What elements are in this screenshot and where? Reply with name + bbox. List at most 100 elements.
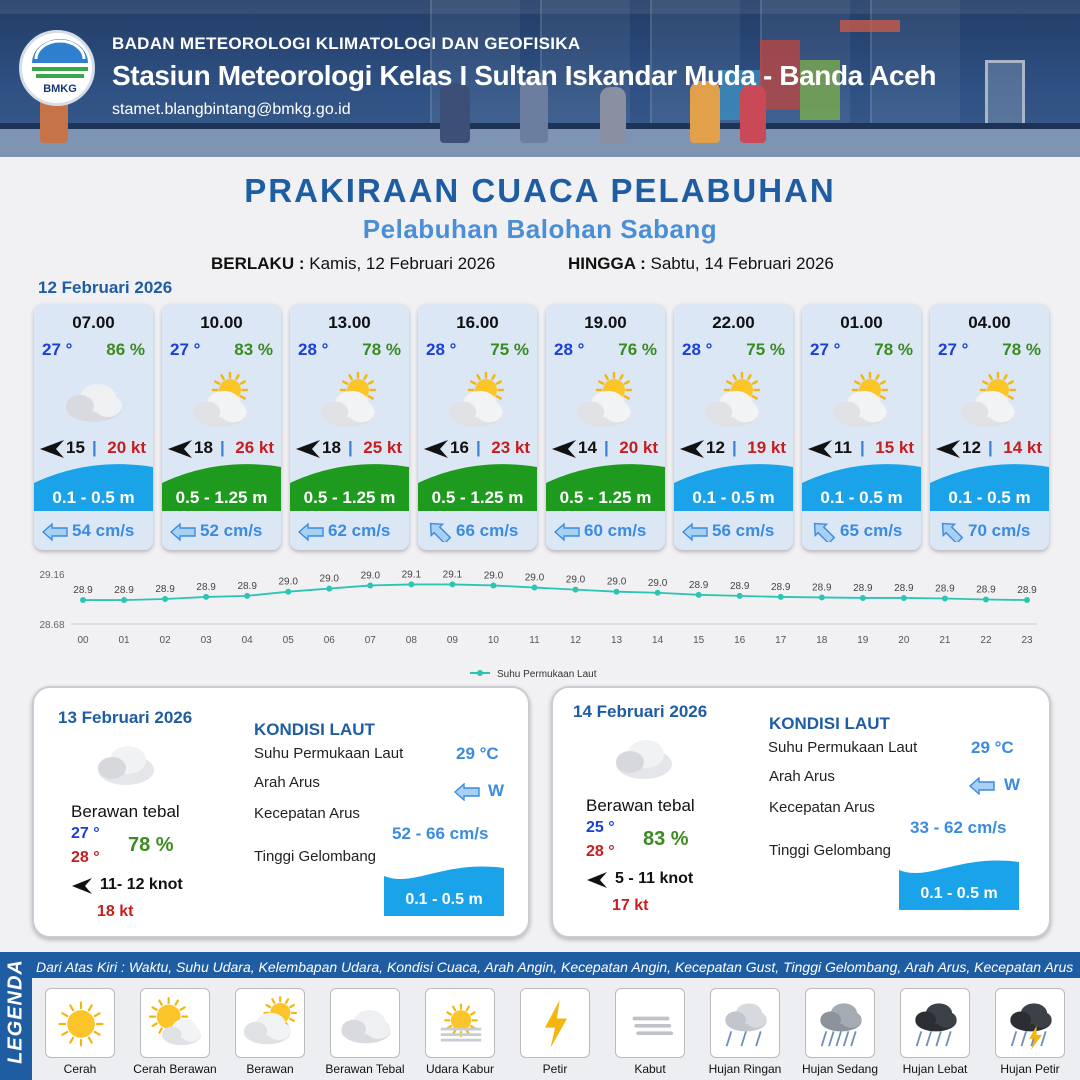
gust-speed: 23 kt <box>491 438 530 457</box>
forecast-card: 16.00 28 ° 75 % 16 | 23 kt 0.5 - 1.25 m … <box>418 304 537 550</box>
wind-speed: 18 <box>194 438 213 457</box>
forecast-card: 04.00 27 ° 78 % 12 | 14 kt 0.1 - 0.5 m 7… <box>930 304 1049 550</box>
wind-arrow-icon <box>168 440 192 458</box>
sst-data-label: 28.9 <box>155 584 175 595</box>
card-temp: 27 ° <box>42 340 73 359</box>
day2-date: 13 Februari 2026 <box>58 708 193 727</box>
card-time: 10.00 <box>200 313 243 332</box>
day3-condition: Berawan tebal <box>586 796 695 815</box>
gust-speed: 20 kt <box>619 438 658 457</box>
day2-dir: W <box>488 781 505 800</box>
current-speed: 54 cm/s <box>72 521 135 540</box>
card-wind: 12 | 19 kt <box>680 438 790 460</box>
wind-separator: | <box>348 438 353 457</box>
x-tick-label: 15 <box>693 635 705 646</box>
sst-data-label: 28.9 <box>196 582 216 593</box>
x-tick-label: 11 <box>529 635 540 646</box>
card-current: 52 cm/s <box>162 520 281 544</box>
x-tick-label: 22 <box>980 635 992 646</box>
station-name: Stasiun Meteorologi Kelas I Sultan Iskan… <box>112 60 937 91</box>
light-rain-icon <box>725 1003 767 1047</box>
sst-data-label: 29.0 <box>320 574 340 585</box>
current-arrow-icon <box>969 777 995 795</box>
wave-height: 0.5 - 1.25 m <box>303 488 396 507</box>
forecast-card: 10.00 27 ° 83 % 18 | 26 kt 0.5 - 1.25 m … <box>162 304 281 550</box>
validity-from: BERLAKU : Kamis, 12 Februari 2026 <box>211 254 495 274</box>
weather-icon <box>193 371 249 427</box>
card-wind: 14 | 20 kt <box>552 438 662 460</box>
legend-item <box>520 988 590 1058</box>
legend-description: Dari Atas Kiri : Waktu, Suhu Udara, Kele… <box>36 959 1074 975</box>
day3-date: 14 Februari 2026 <box>573 702 708 721</box>
sst-line <box>83 583 1028 601</box>
sst-point <box>531 584 538 591</box>
x-tick-label: 02 <box>160 635 172 646</box>
card-wind: 15 | 20 kt <box>40 438 150 460</box>
page-title: PRAKIRAAN CUACA PELABUHAN <box>244 172 836 209</box>
legend-item <box>45 988 115 1058</box>
card-humidity: 75 % <box>746 340 785 359</box>
sst-point <box>449 581 456 588</box>
legend-item-label: Hujan Ringan <box>708 1062 782 1076</box>
wind-speed: 11 <box>834 438 852 457</box>
day2-wave-label: Tinggi Gelombang <box>254 848 377 865</box>
day3-wave: 0.1 - 0.5 m <box>920 885 998 902</box>
sst-data-label: 28.9 <box>894 583 914 594</box>
day2-condition: Berawan tebal <box>71 802 180 821</box>
wind-speed: 14 <box>578 438 597 457</box>
sst-point <box>900 594 907 601</box>
y-tick-label: 29.16 <box>39 570 64 581</box>
sst-data-label: 28.9 <box>114 585 134 596</box>
day3-wind: 5 - 11 knot <box>615 870 694 887</box>
card-temp: 28 ° <box>426 340 457 359</box>
sst-data-label: 28.9 <box>771 582 791 593</box>
sst-chart: 29.16 28.68 28.9 00 28.9 01 28.9 02 28.9 03 28.9 04… <box>39 569 1037 680</box>
card-humidity: 76 % <box>618 340 657 359</box>
sst-data-label: 28.9 <box>730 581 750 592</box>
legend-item-label: Berawan Tebal <box>325 1062 405 1076</box>
legend-item-label: Cerah Berawan <box>133 1062 217 1076</box>
day2-humidity: 78 % <box>128 834 174 856</box>
validity-from-label: BERLAKU : <box>211 254 305 273</box>
card-time: 04.00 <box>968 313 1011 332</box>
heavy-rain-icon <box>915 1003 957 1047</box>
wave-shape <box>546 464 665 511</box>
sst-data-label: 28.9 <box>976 585 996 596</box>
x-tick-label: 23 <box>1021 635 1033 646</box>
x-tick-label: 00 <box>77 635 89 646</box>
logo-text: BMKG <box>43 83 77 95</box>
header-banner: BMKG BADAN METEOROLOGI KLIMATOLOGI DAN G… <box>0 0 1080 157</box>
wave-height: 0.1 - 0.5 m <box>820 488 903 507</box>
legend: LEGENDA Dari Atas Kiri : Waktu, Suhu Uda… <box>0 952 1080 1080</box>
forecast-card: 07.00 27 ° 86 % 15 | 20 kt 0.1 - 0.5 m 5… <box>34 304 153 550</box>
forecast-card: 19.00 28 ° 76 % 14 | 20 kt 0.5 - 1.25 m … <box>546 304 665 550</box>
station-email[interactable]: stamet.blangbintang@bmkg.go.id <box>112 101 351 118</box>
x-tick-label: 16 <box>734 635 746 646</box>
wind-speed: 15 <box>66 438 85 457</box>
wind-arrow-icon <box>552 440 576 458</box>
card-current: 54 cm/s <box>34 520 153 544</box>
day3-dir-label: Arah Arus <box>769 768 835 785</box>
wind-arrow-icon <box>587 872 607 888</box>
daybox-13: 13 Februari 2026 Berawan tebal 27 ° 28 °… <box>32 686 530 938</box>
wind-arrow-icon <box>680 440 704 458</box>
sst-data-label: 29.1 <box>402 569 422 580</box>
day3-tmax: 28 ° <box>586 843 615 860</box>
wind-separator: | <box>732 438 737 457</box>
wave-shape <box>674 464 793 511</box>
daybox-14: 14 Februari 2026 Berawan tebal 25 ° 28 °… <box>551 686 1051 938</box>
sst-point <box>695 591 702 598</box>
sst-point <box>818 594 825 601</box>
legend-item <box>995 988 1065 1058</box>
gust-speed: 19 kt <box>747 438 786 457</box>
card-current: 62 cm/s <box>290 520 409 544</box>
gust-speed: 14 kt <box>1003 438 1042 457</box>
weather-icon <box>66 384 122 422</box>
card-humidity: 78 % <box>874 340 913 359</box>
lightning-icon <box>544 1000 568 1048</box>
x-tick-label: 08 <box>406 635 418 646</box>
card-wind: 16 | 23 kt <box>424 438 534 460</box>
wind-separator: | <box>988 438 993 457</box>
sst-point <box>121 597 128 604</box>
day2-kondisi-title: KONDISI LAUT <box>254 720 375 739</box>
